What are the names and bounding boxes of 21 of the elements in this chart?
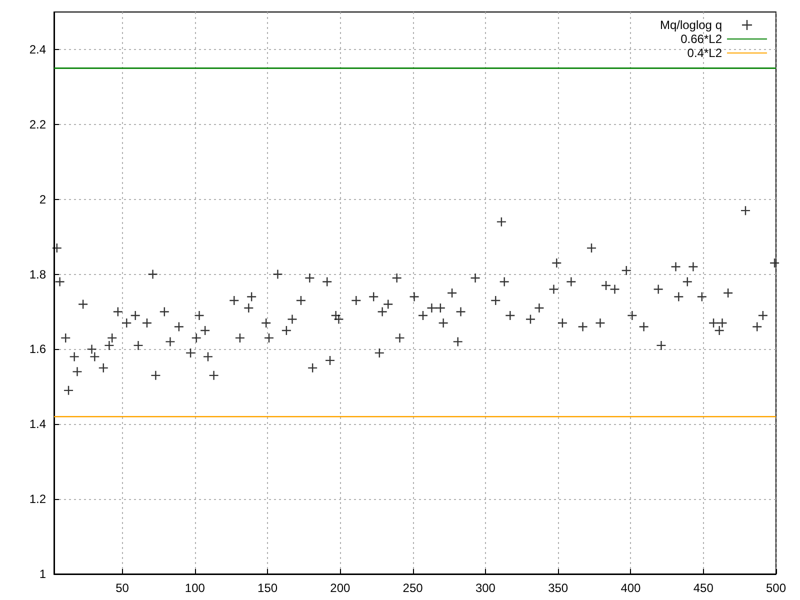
y-tick-label: 2.2 <box>29 117 46 132</box>
y-tick-label: 1.4 <box>29 417 46 432</box>
y-tick-label: 1.6 <box>29 342 46 356</box>
x-tick-label: 450 <box>693 581 714 595</box>
y-tick-label: 2 <box>39 192 46 206</box>
y-tick-label: 1 <box>39 567 46 581</box>
legend-label: 0.66*L2 <box>680 32 722 46</box>
x-tick-label: 350 <box>548 581 568 595</box>
x-tick-label: 200 <box>330 581 351 595</box>
y-tick-label: 1.8 <box>29 267 46 282</box>
x-tick-label: 300 <box>475 581 496 595</box>
legend-label: Mq/loglog q <box>660 18 722 32</box>
x-tick-label: 500 <box>766 581 786 595</box>
x-tick-label: 100 <box>184 581 206 595</box>
x-tick-label: 150 <box>258 581 278 595</box>
x-tick-label: 50 <box>116 581 130 595</box>
y-tick-label: 2.4 <box>29 42 46 56</box>
x-tick-label: 400 <box>620 581 642 595</box>
legend-label: 0.4*L2 <box>687 46 722 60</box>
x-tick-label: 250 <box>402 581 424 595</box>
y-tick-label: 1.2 <box>29 492 46 506</box>
